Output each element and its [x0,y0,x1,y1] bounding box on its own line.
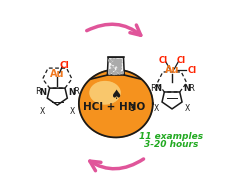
Text: Cl: Cl [187,66,196,75]
Text: HCl + HNO: HCl + HNO [83,102,145,112]
Polygon shape [107,57,124,75]
Text: N: N [154,84,161,93]
Text: R: R [149,84,155,93]
Text: 3-20 hours: 3-20 hours [144,140,198,149]
Text: Cl: Cl [59,61,69,70]
Text: X: X [153,104,159,113]
Text: X: X [39,108,44,116]
Text: X: X [184,104,189,113]
Text: R: R [187,84,193,93]
Text: Au: Au [164,65,178,75]
Polygon shape [79,70,152,137]
Text: Cl: Cl [158,56,167,65]
Text: 11 examples: 11 examples [139,132,202,141]
Ellipse shape [89,81,120,105]
Text: Au: Au [50,69,64,79]
Text: R: R [73,88,79,96]
Ellipse shape [79,70,152,137]
Text: Cl: Cl [176,56,185,65]
Text: X: X [70,108,75,116]
Text: 3: 3 [129,104,134,113]
Ellipse shape [89,81,120,105]
Text: N: N [39,88,46,97]
Text: ♠: ♠ [110,89,121,102]
Text: N: N [68,88,75,97]
Text: R: R [35,88,41,96]
Text: N: N [182,84,189,93]
